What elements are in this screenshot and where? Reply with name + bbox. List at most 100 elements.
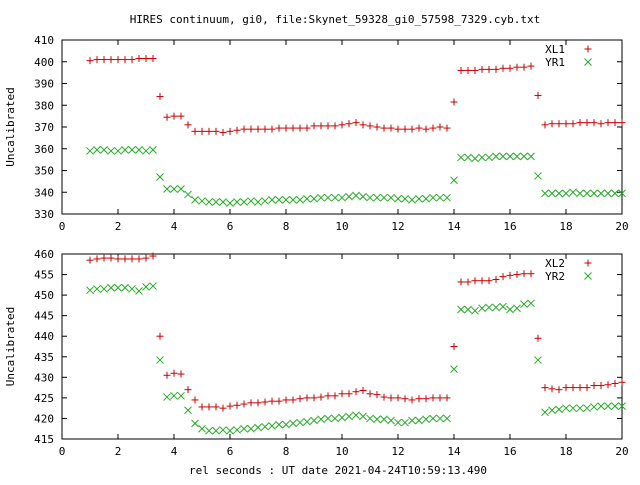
data-point [163,371,171,379]
x-tick-label: 12 [391,445,404,458]
data-point [275,397,283,405]
data-point [296,196,304,204]
y-tick-label: 330 [34,208,54,221]
data-point [499,273,507,281]
data-point [513,271,521,279]
data-point [408,125,416,133]
data-point [436,394,444,402]
data-point [254,198,262,206]
data-point [226,426,234,435]
data-point [527,299,535,308]
data-point [219,426,227,434]
data-point [534,356,542,364]
data-point [394,125,402,133]
data-point [457,66,465,74]
data-point [324,193,332,202]
data-point [450,343,458,350]
data-point [282,420,290,429]
data-point [296,124,304,132]
data-point [506,305,514,314]
data-point [457,305,465,314]
data-point [275,420,283,429]
data-point [366,122,374,130]
x-tick-label: 4 [171,220,178,233]
data-point [401,194,409,203]
data-point [380,124,388,132]
data-point [583,384,591,392]
data-point [604,381,612,389]
data-point [457,278,465,286]
data-point [205,403,213,411]
data-point [135,255,143,263]
data-point [352,191,360,200]
data-point [135,145,143,154]
data-point [443,193,451,202]
data-point [534,91,542,99]
data-point [212,403,220,411]
data-point [387,394,395,402]
data-point [296,395,304,403]
data-point [520,270,528,278]
data-point [485,277,493,285]
data-point [254,423,262,432]
data-point [219,128,227,136]
data-point [205,426,213,435]
data-point [149,145,157,154]
data-point [170,112,178,120]
data-point [142,54,150,62]
data-point [142,283,150,291]
data-point [100,56,108,64]
data-point [597,120,605,128]
data-point [191,419,199,428]
data-point [226,127,234,135]
data-point [93,285,101,293]
data-point [604,119,612,127]
data-point [254,399,262,407]
data-point [282,196,290,204]
y-tick-label: 350 [34,165,54,178]
data-point [464,305,472,314]
data-point [86,57,94,65]
data-point [331,414,339,423]
series-YR2 [86,282,626,435]
x-tick-label: 20 [615,220,628,233]
data-point [387,416,395,425]
data-point [618,119,626,127]
data-point [86,147,94,155]
data-point [429,124,437,132]
data-point [429,414,437,423]
data-point [135,54,143,62]
data-point [562,404,570,413]
data-point [457,153,465,162]
x-tick-label: 2 [115,445,122,458]
y-tick-label: 410 [34,34,54,47]
data-point [170,391,178,400]
x-tick-label: 8 [283,220,290,233]
data-point [611,119,619,127]
data-point [128,56,136,64]
data-point [569,188,577,197]
data-point [408,416,416,425]
data-point [261,197,269,205]
data-point [149,54,157,62]
data-point [485,303,493,312]
data-point [422,125,430,133]
data-point [107,56,115,64]
data-point [366,193,374,202]
data-point [478,65,486,73]
data-point [541,121,549,129]
data-point [345,390,353,398]
data-point [499,152,507,161]
data-point [436,123,444,131]
x-tick-label: 18 [559,445,572,458]
x-tick-label: 4 [171,445,178,458]
data-point [149,252,157,260]
data-point [121,255,129,263]
data-point [429,394,437,402]
data-point [121,56,129,64]
x-tick-label: 10 [335,220,348,233]
data-point [191,396,199,404]
data-point [121,283,129,292]
data-point [583,119,591,127]
